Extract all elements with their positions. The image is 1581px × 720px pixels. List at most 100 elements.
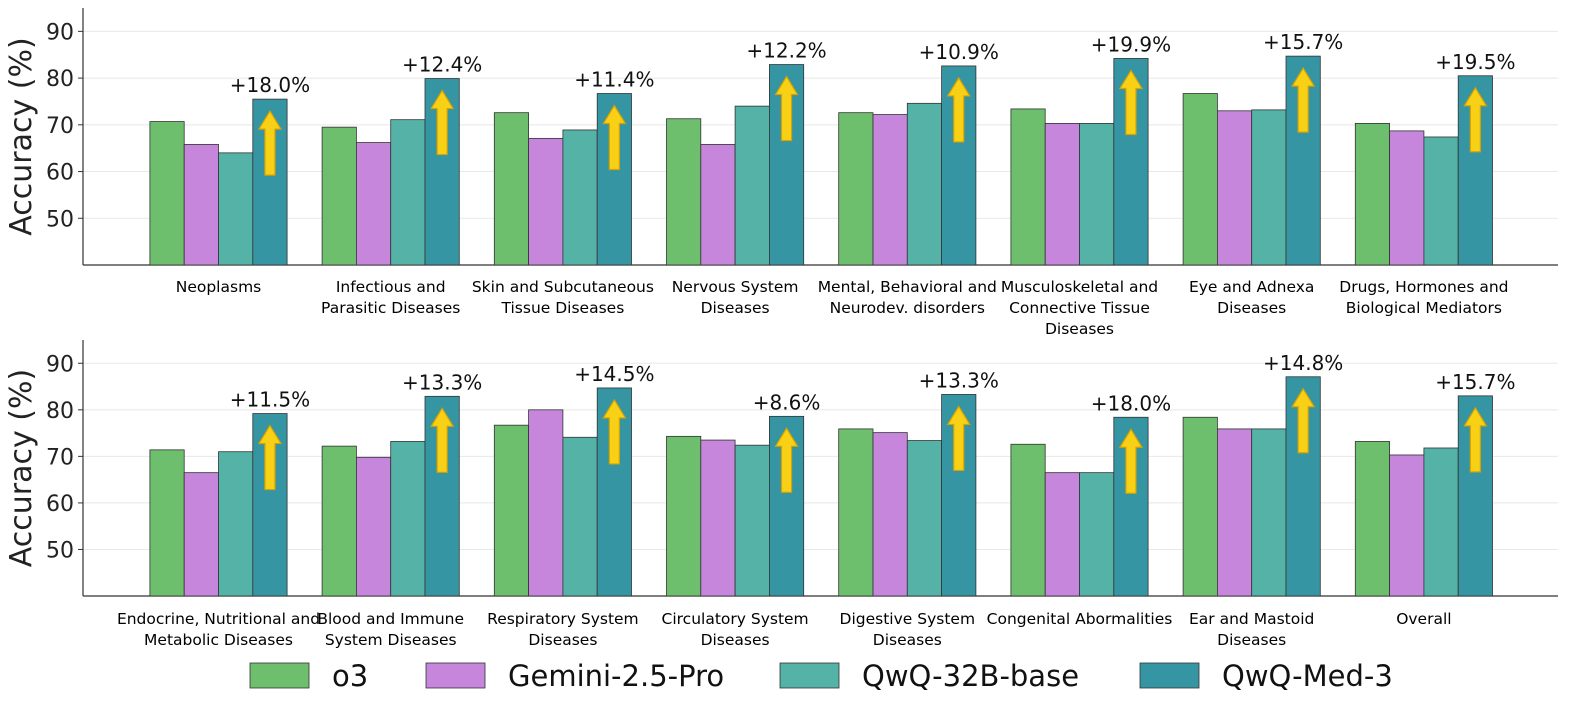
bar-qwq-32b-base-blood-and-immune-system-diseases <box>390 441 426 597</box>
category-label-line: Connective Tissue <box>1009 299 1150 317</box>
improvement-arrow-icon <box>1118 69 1144 136</box>
bar-qwq-32b-base-endocrine-nutritional-and-metabolic-diseases <box>218 451 254 597</box>
bar-qwq-32b-base-ear-and-mastoid-diseases <box>1251 428 1287 597</box>
category-label-line: Diseases <box>1217 299 1286 317</box>
improvement-label: +19.5% <box>1435 50 1515 74</box>
category-label: Infectious and Parasitic Diseases <box>321 278 460 317</box>
bar-o3-mental-behavioral-and-neurodev-disorders <box>838 112 874 266</box>
category-label-line: Diseases <box>701 631 770 649</box>
improvement-arrow-icon <box>602 104 627 171</box>
bar-qwq-32b-base-circulatory-system-diseases <box>734 444 770 597</box>
category-label: Overall <box>1396 610 1451 628</box>
category-label-line: Circulatory System <box>662 610 809 628</box>
bar-o3-drugs-hormones-and-biological-mediators <box>1354 123 1391 266</box>
bar-gemini-2-5-pro-blood-and-immune-system-diseases <box>355 456 392 597</box>
bar-qwq-32b-base-neoplasms <box>218 152 254 266</box>
y-tick-label-50: 50 <box>46 207 74 232</box>
category-label: Musculoskeletal and Connective Tissue Dise… <box>1001 278 1158 338</box>
category-label: Circulatory System Diseases <box>662 610 809 649</box>
bar-o3-ear-and-mastoid-diseases <box>1182 416 1218 597</box>
bar-gemini-2-5-pro-respiratory-system-diseases <box>528 409 564 597</box>
bar-gemini-2-5-pro-neoplasms <box>183 144 219 266</box>
improvement-label: +8.6% <box>753 390 821 414</box>
bar-qwq-32b-base-mental-behavioral-and-neurodev-disorders <box>906 102 942 266</box>
category-label: Blood and Immune System Diseases <box>317 610 464 649</box>
bar-qwq-32b-base-musculoskeletal-and-connective-tissue-diseases <box>1079 123 1115 266</box>
category-label-line: Respiratory System <box>487 610 639 628</box>
y-tick-label-80: 80 <box>46 399 74 424</box>
bar-qwq-32b-base-respiratory-system-diseases <box>562 436 598 597</box>
legend-swatch-gemini-2-5-pro <box>425 662 486 689</box>
improvement-arrow-icon <box>946 405 971 472</box>
improvement-label: +18.0% <box>230 73 310 97</box>
improvement-arrow-icon <box>946 76 971 143</box>
category-label-line: Eye and Adnexa <box>1189 278 1314 296</box>
y-axis-label: Accuracy (%) <box>4 37 39 235</box>
bar-o3-skin-and-subcutaneous-tissue-diseases <box>493 112 529 266</box>
improvement-label: +15.7% <box>1435 370 1515 394</box>
legend-label-qwq-32b-base: QwQ-32B-base <box>862 659 1079 693</box>
y-tick-label-60: 60 <box>46 492 74 517</box>
category-label-line: Parasitic Diseases <box>321 299 460 317</box>
category-label-line: Infectious and <box>336 278 446 296</box>
category-label: Drugs, Hormones and Biological Mediators <box>1339 278 1508 317</box>
bar-qwq-32b-base-nervous-system-diseases <box>734 105 770 266</box>
improvement-label: +12.4% <box>402 53 482 77</box>
improvement-arrow-icon <box>1291 387 1316 454</box>
panel-2: 50 60 70 80 90 Accuracy (%) +11.5% Endocrine, N… <box>4 340 1558 649</box>
improvement-arrow-icon <box>774 75 799 142</box>
improvement-arrow-icon <box>1291 66 1316 133</box>
y-tick-label-70: 70 <box>46 445 74 470</box>
bar-gemini-2-5-pro-endocrine-nutritional-and-metabolic-diseases <box>183 472 219 597</box>
category-label: Ear and Mastoid Diseases <box>1189 610 1314 649</box>
bar-o3-neoplasms <box>149 121 185 266</box>
improvement-arrow-icon <box>1463 86 1488 153</box>
bar-qwq-med-3-mental-behavioral-and-neurodev-disorders <box>941 65 977 266</box>
category-label-line: Neurodev. disorders <box>830 299 985 317</box>
y-tick-label-70: 70 <box>46 114 74 139</box>
improvement-arrow-icon <box>1463 406 1488 473</box>
bar-gemini-2-5-pro-circulatory-system-diseases <box>700 439 736 597</box>
bar-gemini-2-5-pro-skin-and-subcutaneous-tissue-diseases <box>528 137 564 266</box>
bar-qwq-32b-base-infectious-and-parasitic-diseases <box>390 119 426 266</box>
y-tick-label-90: 90 <box>46 352 74 377</box>
bar-o3-musculoskeletal-and-connective-tissue-diseases <box>1010 108 1046 266</box>
category-label-line: Metabolic Diseases <box>144 631 293 649</box>
category-label-line: Endocrine, Nutritional and <box>117 610 320 628</box>
bar-gemini-2-5-pro-nervous-system-diseases <box>700 144 736 266</box>
legend-label-o3: o3 <box>332 659 368 693</box>
bar-qwq-32b-base-eye-and-adnexa-diseases <box>1251 109 1287 266</box>
category-label: Nervous System Diseases <box>672 278 799 317</box>
bar-gemini-2-5-pro-drugs-hormones-and-biological-mediators <box>1389 130 1425 266</box>
y-tick-label-50: 50 <box>46 538 74 563</box>
category-label-line: Musculoskeletal and <box>1001 278 1158 296</box>
bar-o3-circulatory-system-diseases <box>666 435 702 597</box>
bar-o3-respiratory-system-diseases <box>493 424 529 597</box>
bar-o3-overall <box>1354 441 1391 597</box>
category-label: Eye and Adnexa Diseases <box>1189 278 1314 317</box>
category-label-line: Biological Mediators <box>1346 299 1502 317</box>
improvement-arrow-icon <box>1118 428 1144 494</box>
category-label-line: Skin and Subcutaneous <box>472 278 654 296</box>
bar-o3-congenital-abormalities <box>1010 443 1046 597</box>
y-tick-label-90: 90 <box>46 20 74 45</box>
category-label: Skin and Subcutaneous Tissue Diseases <box>472 278 654 317</box>
bar-o3-nervous-system-diseases <box>666 118 702 266</box>
legend: o3 Gemini-2.5-Pro QwQ-32B-base QwQ-Med-3 <box>249 659 1393 693</box>
bar-gemini-2-5-pro-musculoskeletal-and-connective-tissue-diseases <box>1044 123 1080 266</box>
legend-label-qwq-med-3: QwQ-Med-3 <box>1222 659 1393 693</box>
improvement-label: +15.7% <box>1263 30 1343 54</box>
improvement-label: +12.2% <box>746 39 826 63</box>
bar-o3-digestive-system-diseases <box>838 428 874 597</box>
category-label-line: Diseases <box>1045 320 1114 338</box>
category-label-line: Nervous System <box>672 278 799 296</box>
panel-1: 50 60 70 80 90 Accuracy (%) +18.0% Neoplasms +12… <box>4 8 1558 338</box>
bar-gemini-2-5-pro-eye-and-adnexa-diseases <box>1217 110 1253 266</box>
category-label: Endocrine, Nutritional and Metabolic Dise… <box>117 610 320 649</box>
improvement-arrow-icon <box>602 398 627 465</box>
category-label-line: Diseases <box>1217 631 1286 649</box>
category-label: Mental, Behavioral and Neurodev. disorder… <box>818 278 997 317</box>
bar-qwq-med-3-skin-and-subcutaneous-tissue-diseases <box>596 93 632 266</box>
y-axis-label: Accuracy (%) <box>4 369 39 567</box>
